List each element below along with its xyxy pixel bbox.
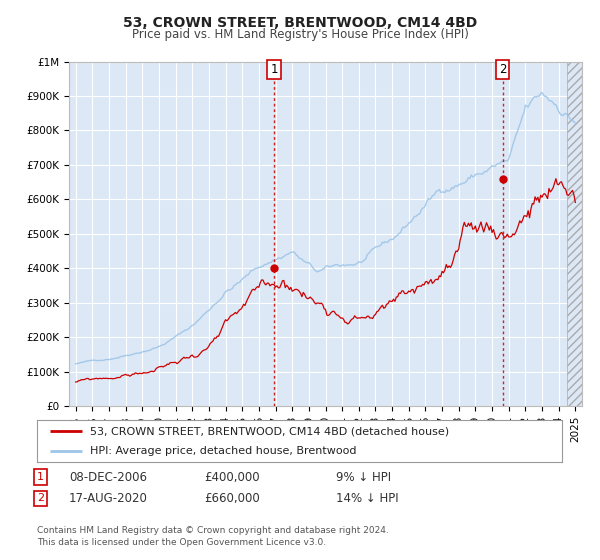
Text: 53, CROWN STREET, BRENTWOOD, CM14 4BD (detached house): 53, CROWN STREET, BRENTWOOD, CM14 4BD (d… <box>90 426 449 436</box>
Text: 17-AUG-2020: 17-AUG-2020 <box>69 492 148 505</box>
Text: 1: 1 <box>271 63 278 76</box>
Text: £400,000: £400,000 <box>204 470 260 484</box>
Text: 08-DEC-2006: 08-DEC-2006 <box>69 470 147 484</box>
Text: Contains HM Land Registry data © Crown copyright and database right 2024.
This d: Contains HM Land Registry data © Crown c… <box>37 526 389 547</box>
Text: 2: 2 <box>37 493 44 503</box>
Text: £660,000: £660,000 <box>204 492 260 505</box>
Text: 1: 1 <box>37 472 44 482</box>
Text: HPI: Average price, detached house, Brentwood: HPI: Average price, detached house, Bren… <box>90 446 356 456</box>
Text: 2: 2 <box>499 63 506 76</box>
Text: 14% ↓ HPI: 14% ↓ HPI <box>336 492 398 505</box>
Bar <box>567 62 582 406</box>
Text: 9% ↓ HPI: 9% ↓ HPI <box>336 470 391 484</box>
Bar <box>567 62 582 406</box>
Text: 53, CROWN STREET, BRENTWOOD, CM14 4BD: 53, CROWN STREET, BRENTWOOD, CM14 4BD <box>123 16 477 30</box>
Text: Price paid vs. HM Land Registry's House Price Index (HPI): Price paid vs. HM Land Registry's House … <box>131 28 469 41</box>
